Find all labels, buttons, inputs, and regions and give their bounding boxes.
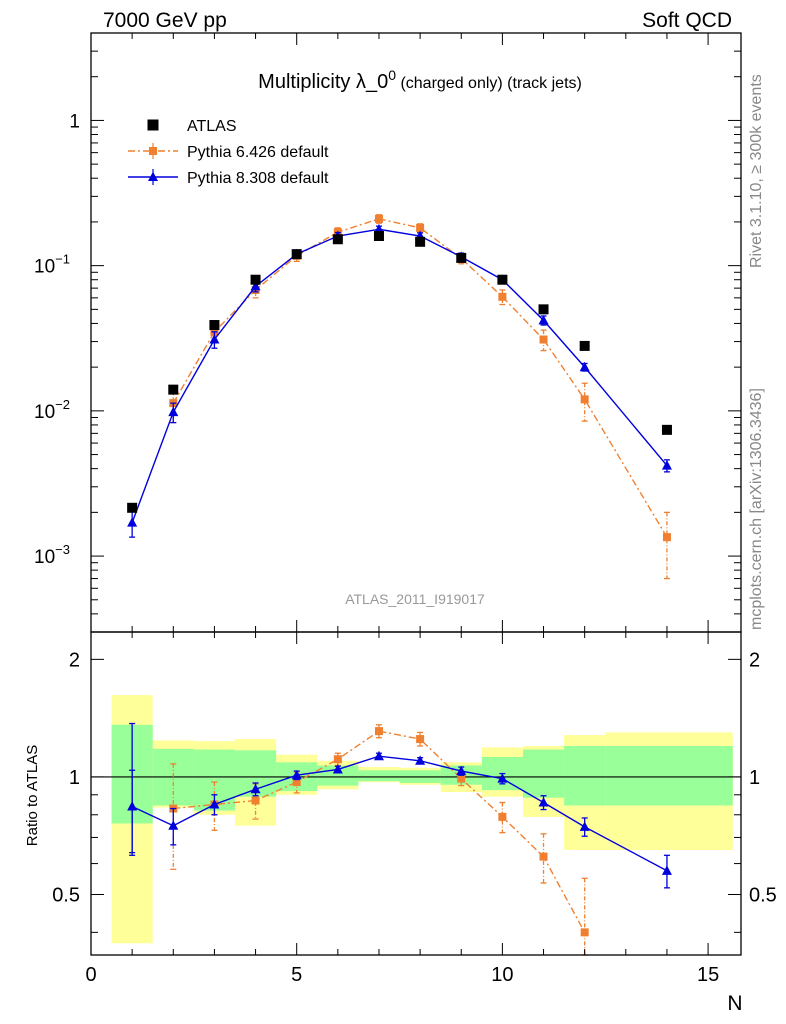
atlas-point bbox=[373, 231, 384, 242]
ratio-pythia8-point bbox=[456, 765, 467, 776]
atlas-point bbox=[579, 340, 590, 351]
ratio-pythia6-point bbox=[498, 812, 507, 821]
pythia6-point bbox=[539, 335, 548, 344]
atlas-point bbox=[168, 384, 179, 395]
ratio-y-axis-label: Ratio to ATLAS bbox=[24, 745, 41, 846]
ratio-ytick-label-left: 2 bbox=[69, 649, 80, 671]
ratio-inner-band bbox=[605, 746, 733, 806]
chart-title: Multiplicity λ_00 (charged only) (track … bbox=[258, 67, 582, 93]
ratio-pythia6-point bbox=[457, 774, 466, 783]
ratio-pythia6-point bbox=[251, 796, 260, 805]
main-ytick-label: 10−1 bbox=[34, 252, 70, 278]
ratio-xtick-label: 10 bbox=[491, 964, 513, 986]
ratio-pythia8-point bbox=[497, 773, 508, 783]
pythia6-line bbox=[172, 218, 668, 538]
ratio-xtick-label: 15 bbox=[697, 964, 719, 986]
main-ytick-label: 1 bbox=[69, 111, 80, 132]
ratio-pythia8-point bbox=[661, 865, 672, 875]
ratio-pythia8-point bbox=[168, 820, 179, 830]
atlas-point bbox=[250, 274, 261, 285]
ratio-pythia8-point bbox=[250, 783, 261, 794]
ratio-ytick-label-left: 0.5 bbox=[52, 885, 80, 907]
ratio-pythia6-point bbox=[580, 928, 589, 937]
header-right-label: Soft QCD bbox=[642, 9, 732, 32]
ratio-inner-band bbox=[522, 749, 565, 798]
header-left-label: 7000 GeV pp bbox=[103, 9, 227, 32]
atlas-point bbox=[332, 234, 343, 245]
ratio-xtick-label: 0 bbox=[85, 964, 96, 986]
main-plot-area bbox=[127, 214, 672, 580]
ratio-pythia6-point bbox=[333, 755, 342, 764]
legend-pythia6-marker bbox=[149, 147, 157, 155]
legend-atlas-marker bbox=[147, 119, 159, 131]
main-ytick-label: 10−3 bbox=[34, 542, 70, 568]
pythia8-point bbox=[168, 406, 179, 417]
ratio-pythia8-point bbox=[579, 821, 590, 831]
atlas-point bbox=[127, 502, 138, 513]
pythia8-point bbox=[250, 280, 261, 291]
x-axis-label: N bbox=[727, 992, 742, 1015]
pythia6-point bbox=[662, 533, 671, 542]
legend-label: Pythia 6.426 default bbox=[187, 144, 329, 161]
ratio-ytick-label-right: 2 bbox=[749, 649, 760, 671]
atlas-point bbox=[456, 252, 467, 263]
pythia6-point bbox=[374, 214, 383, 223]
ratio-pythia6-point bbox=[416, 735, 425, 744]
pythia6-point bbox=[580, 395, 589, 404]
ratio-ytick-label-right: 0.5 bbox=[749, 885, 777, 907]
pythia8-point bbox=[579, 361, 590, 372]
atlas-point bbox=[291, 249, 302, 260]
ratio-pythia8-point bbox=[415, 755, 426, 765]
pythia8-point bbox=[661, 460, 672, 470]
atlas-point bbox=[661, 424, 672, 435]
ratio-pythia6-point bbox=[292, 778, 301, 787]
pythia8-point bbox=[127, 517, 138, 527]
atlas-point bbox=[209, 320, 220, 331]
pythia8-point bbox=[209, 334, 220, 344]
ratio-ytick-label-left: 1 bbox=[69, 767, 80, 789]
ratio-pythia6-point bbox=[374, 727, 383, 736]
ratio-xtick-label: 5 bbox=[291, 964, 302, 986]
ratio-inner-band bbox=[564, 746, 606, 806]
legend-label: Pythia 8.308 default bbox=[187, 170, 329, 187]
atlas-point bbox=[415, 236, 426, 247]
pythia8-point bbox=[373, 223, 384, 234]
ratio-pythia8-point bbox=[373, 750, 384, 761]
pythia6-point bbox=[416, 223, 425, 232]
ratio-frame bbox=[90, 631, 742, 956]
ratio-pythia8-point bbox=[209, 799, 220, 809]
ratio-pythia8-point bbox=[538, 797, 549, 807]
main-ytick-label: 10−2 bbox=[34, 397, 70, 423]
ratio-pythia6-point bbox=[539, 852, 548, 861]
pythia6-point bbox=[498, 292, 507, 301]
legend-label: ATLAS bbox=[187, 118, 237, 135]
analysis-id-watermark: ATLAS_2011_I919017 bbox=[345, 591, 485, 607]
ratio-plot-area bbox=[91, 695, 741, 956]
atlas-point bbox=[538, 304, 549, 315]
ratio-pythia8-point bbox=[291, 769, 302, 780]
ratio-ytick-label-right: 1 bbox=[749, 767, 760, 789]
atlas-point bbox=[497, 274, 508, 285]
legend-pythia8-marker bbox=[148, 171, 158, 182]
ratio-inner-band bbox=[358, 770, 400, 782]
pythia8-point bbox=[538, 314, 549, 325]
pythia8-line bbox=[131, 228, 668, 523]
legend: ATLAS Pythia 6.426 default Pythia 8.308 de… bbox=[128, 118, 329, 187]
ratio-pythia8-point bbox=[332, 764, 343, 774]
